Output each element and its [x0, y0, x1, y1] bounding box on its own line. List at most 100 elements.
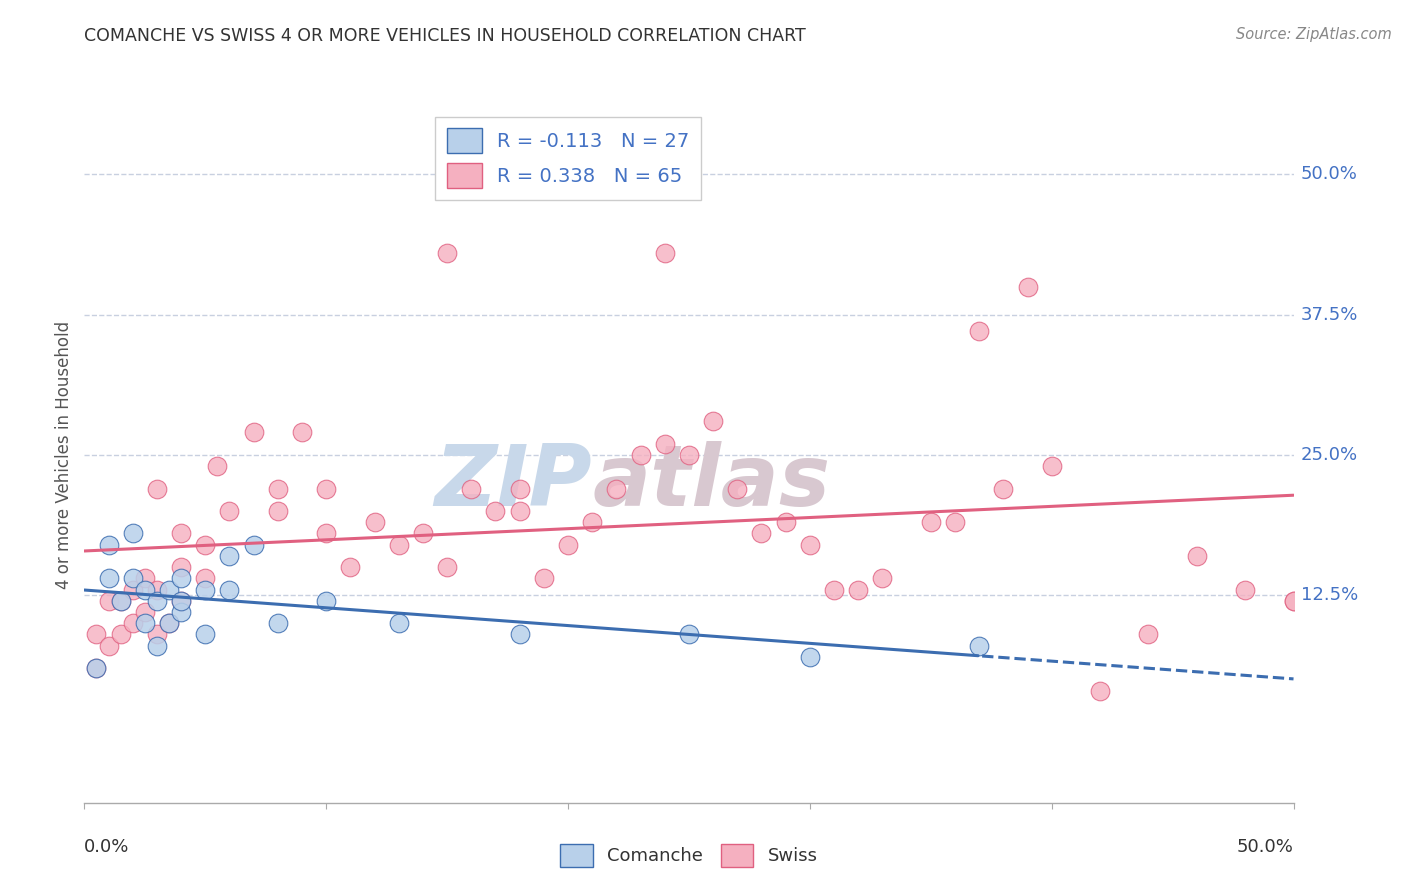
Text: COMANCHE VS SWISS 4 OR MORE VEHICLES IN HOUSEHOLD CORRELATION CHART: COMANCHE VS SWISS 4 OR MORE VEHICLES IN …	[84, 27, 806, 45]
Point	[872, 571, 894, 585]
Point	[207, 459, 229, 474]
Point	[170, 594, 193, 608]
Point	[654, 436, 676, 450]
Point	[751, 526, 773, 541]
Point	[725, 482, 748, 496]
Point	[110, 627, 132, 641]
Point	[846, 582, 869, 597]
Point	[1185, 549, 1208, 563]
Text: Source: ZipAtlas.com: Source: ZipAtlas.com	[1236, 27, 1392, 42]
Y-axis label: 4 or more Vehicles in Household: 4 or more Vehicles in Household	[55, 321, 73, 589]
Point	[943, 515, 966, 529]
Point	[775, 515, 797, 529]
Point	[86, 627, 108, 641]
Point	[509, 627, 531, 641]
Point	[267, 504, 290, 518]
Point	[291, 425, 314, 440]
Point	[581, 515, 603, 529]
Point	[388, 616, 411, 631]
Point	[86, 661, 108, 675]
Point	[134, 605, 156, 619]
Legend: Comanche, Swiss: Comanche, Swiss	[553, 837, 825, 874]
Point	[134, 616, 156, 631]
Point	[630, 448, 652, 462]
Text: 0.0%: 0.0%	[84, 838, 129, 856]
Point	[170, 526, 193, 541]
Point	[134, 582, 156, 597]
Point	[146, 639, 169, 653]
Point	[121, 571, 143, 585]
Point	[1234, 582, 1257, 597]
Point	[993, 482, 1015, 496]
Point	[267, 482, 290, 496]
Point	[823, 582, 845, 597]
Point	[146, 594, 169, 608]
Point	[121, 582, 143, 597]
Point	[170, 605, 193, 619]
Point	[157, 616, 180, 631]
Text: 50.0%: 50.0%	[1301, 165, 1357, 184]
Point	[170, 594, 193, 608]
Point	[170, 571, 193, 585]
Point	[1137, 627, 1160, 641]
Point	[121, 616, 143, 631]
Point	[1088, 683, 1111, 698]
Text: 12.5%: 12.5%	[1301, 586, 1358, 604]
Point	[97, 571, 120, 585]
Point	[967, 639, 990, 653]
Point	[170, 560, 193, 574]
Point	[315, 526, 337, 541]
Point	[194, 582, 217, 597]
Point	[436, 560, 458, 574]
Point	[146, 482, 169, 496]
Point	[157, 582, 180, 597]
Point	[509, 482, 531, 496]
Point	[920, 515, 942, 529]
Point	[678, 627, 700, 641]
Point	[1282, 594, 1305, 608]
Point	[799, 649, 821, 664]
Point	[363, 515, 385, 529]
Text: 50.0%: 50.0%	[1237, 838, 1294, 856]
Point	[412, 526, 434, 541]
Point	[460, 482, 482, 496]
Point	[339, 560, 361, 574]
Point	[97, 594, 120, 608]
Point	[194, 627, 217, 641]
Text: atlas: atlas	[592, 442, 831, 524]
Point	[218, 549, 240, 563]
Point	[315, 482, 337, 496]
Point	[134, 571, 156, 585]
Point	[194, 571, 217, 585]
Point	[242, 538, 264, 552]
Point	[110, 594, 132, 608]
Point	[146, 582, 169, 597]
Point	[157, 616, 180, 631]
Point	[967, 325, 990, 339]
Point	[110, 594, 132, 608]
Point	[194, 538, 217, 552]
Point	[1017, 279, 1039, 293]
Point	[436, 246, 458, 260]
Point	[1282, 594, 1305, 608]
Point	[242, 425, 264, 440]
Point	[121, 526, 143, 541]
Point	[218, 504, 240, 518]
Point	[1040, 459, 1063, 474]
Point	[509, 504, 531, 518]
Text: ZIP: ZIP	[434, 442, 592, 524]
Point	[484, 504, 506, 518]
Text: 37.5%: 37.5%	[1301, 306, 1358, 324]
Point	[388, 538, 411, 552]
Legend: R = -0.113   N = 27, R = 0.338   N = 65: R = -0.113 N = 27, R = 0.338 N = 65	[434, 117, 702, 200]
Point	[267, 616, 290, 631]
Point	[218, 582, 240, 597]
Point	[146, 627, 169, 641]
Point	[97, 639, 120, 653]
Point	[97, 538, 120, 552]
Point	[799, 538, 821, 552]
Point	[533, 571, 555, 585]
Point	[702, 414, 724, 428]
Point	[86, 661, 108, 675]
Point	[557, 538, 579, 552]
